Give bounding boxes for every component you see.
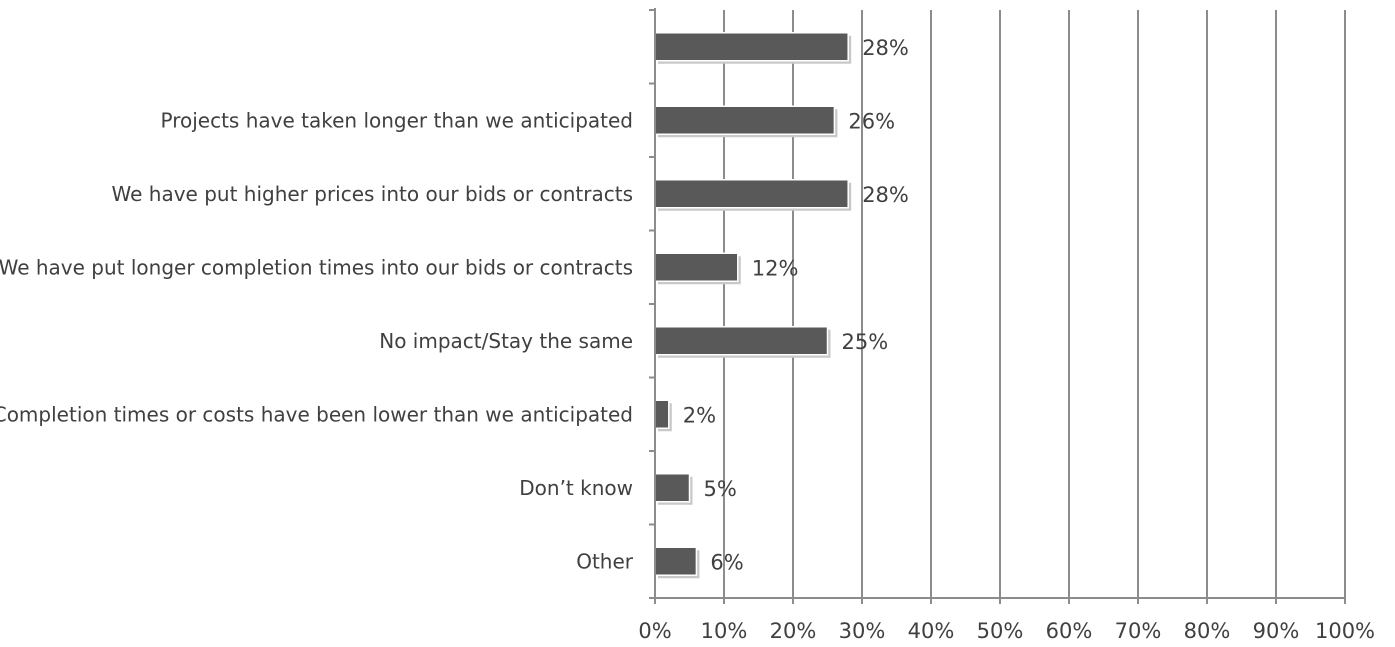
category-label: Completion times or costs have been lowe… <box>0 402 633 426</box>
x-tick-label: 100% <box>1315 619 1375 643</box>
data-label: 26% <box>848 109 895 133</box>
category-label: No impact/Stay the same <box>379 329 633 353</box>
x-tick-label: 80% <box>1184 619 1231 643</box>
bar <box>654 252 739 282</box>
data-label: 25% <box>842 330 889 354</box>
category-label: Projects have taken longer than we antic… <box>161 108 634 132</box>
category-label: We have put higher prices into our bids … <box>112 182 634 206</box>
x-tick-label: 0% <box>638 619 671 643</box>
bar <box>654 399 670 429</box>
data-label: 2% <box>683 403 716 427</box>
bar <box>654 326 829 356</box>
axes <box>649 8 1346 604</box>
x-tick-label: 50% <box>977 619 1024 643</box>
bar <box>654 105 836 135</box>
x-tick-label: 10% <box>701 619 748 643</box>
x-tick-label: 60% <box>1046 619 1093 643</box>
bar <box>654 473 691 503</box>
data-label: 12% <box>752 256 799 280</box>
x-tick-label: 90% <box>1253 619 1300 643</box>
bar <box>654 546 698 576</box>
category-label: Other <box>576 549 634 573</box>
bar <box>654 32 849 62</box>
gridlines <box>723 10 1346 598</box>
category-label: We have put longer completion times into… <box>0 255 633 279</box>
data-label: 28% <box>862 36 909 60</box>
category-label: Don’t know <box>519 476 633 500</box>
bar <box>654 179 849 209</box>
data-label: 5% <box>704 477 737 501</box>
x-tick-label: 20% <box>770 619 817 643</box>
x-tick-label: 40% <box>908 619 955 643</box>
labels: 0% 10% 20% 30% 40% 50% 60% 70% 80% 90% 100% 28% Proj… <box>0 36 1375 643</box>
data-label: 6% <box>710 550 743 574</box>
x-tick-label: 30% <box>839 619 886 643</box>
bars <box>654 32 852 579</box>
x-tick-label: 70% <box>1115 619 1162 643</box>
data-label: 28% <box>862 183 909 207</box>
